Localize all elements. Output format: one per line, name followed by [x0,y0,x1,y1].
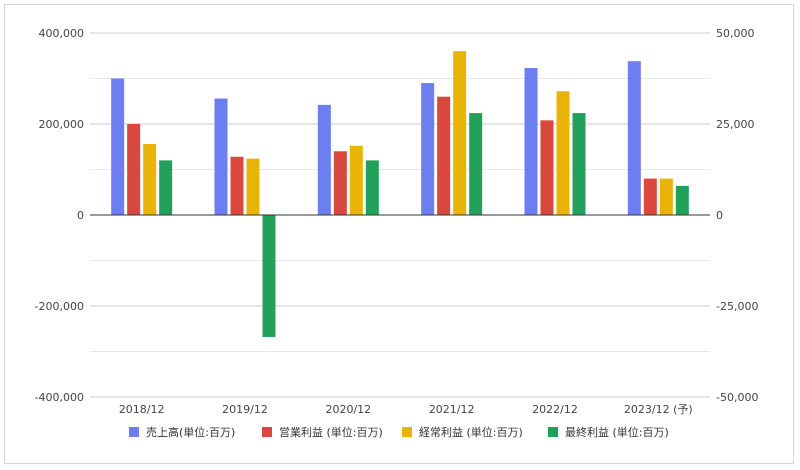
x-axis-tick-label: 2022/12 [532,403,578,416]
bar-4-5 [572,113,586,215]
bars [111,51,689,337]
legend-swatch [548,427,558,437]
right-axis-tick-label: -25,000 [716,300,758,313]
bar-1-3 [317,104,331,215]
bar-4-1 [159,160,173,215]
bar-1-2 [214,98,228,215]
legend-label: 売上高(単位:百万) [146,425,235,439]
bar-1-5 [524,68,538,215]
bar-2-4 [437,96,451,215]
legend-swatch [129,427,139,437]
legend-label: 最終利益 (単位:百万) [565,425,669,439]
bar-4-6 [675,185,689,215]
right-axis-tick-label: -50,000 [716,391,758,404]
bar-1-4 [421,83,435,215]
right-axis-tick-label: 0 [716,209,723,222]
legend-swatch [402,427,412,437]
left-axis-tick-label: -200,000 [35,300,84,313]
bar-3-1 [143,144,157,215]
bar-3-4 [453,51,467,216]
bar-2-2 [230,156,244,215]
axes: 400,000 200,000 0 -200,000 -400,000 50,000 25,… [35,27,759,416]
bar-3-3 [349,145,363,215]
legend-label: 経常利益 (単位:百万) [419,425,523,439]
x-axis-tick-label: 2020/12 [325,403,371,416]
grid-lines [90,32,710,398]
x-axis-tick-label: 2023/12 (予) [624,403,693,416]
bar-4-3 [365,160,379,215]
right-axis-tick-label: 25,000 [716,118,755,131]
bar-2-5 [540,120,554,215]
bar-2-3 [333,151,347,215]
bar-3-5 [556,91,570,215]
legend-swatch [262,427,272,437]
legend: 売上高(単位:百万) 営業利益 (単位:百万) 経常利益 (単位:百万) 最終利益 (… [129,425,669,439]
x-axis-tick-label: 2021/12 [429,403,475,416]
bar-4-2 [262,215,276,337]
bar-2-6 [643,178,657,215]
left-axis-tick-label: 0 [77,209,84,222]
bar-1-1 [111,78,125,215]
left-axis-tick-label: 400,000 [39,27,85,40]
left-axis-tick-label: -400,000 [35,391,84,404]
right-axis-tick-label: 50,000 [716,27,755,40]
bar-2-1 [127,124,141,215]
left-axis-tick-label: 200,000 [39,118,85,131]
chart-frame [4,4,794,464]
x-axis-tick-label: 2019/12 [222,403,268,416]
bar-1-6 [627,61,641,216]
bar-3-2 [246,158,260,215]
legend-label: 営業利益 (単位:百万) [279,425,383,439]
bar-4-4 [469,113,483,215]
x-axis-tick-label: 2018/12 [119,403,165,416]
bar-3-6 [659,178,673,215]
